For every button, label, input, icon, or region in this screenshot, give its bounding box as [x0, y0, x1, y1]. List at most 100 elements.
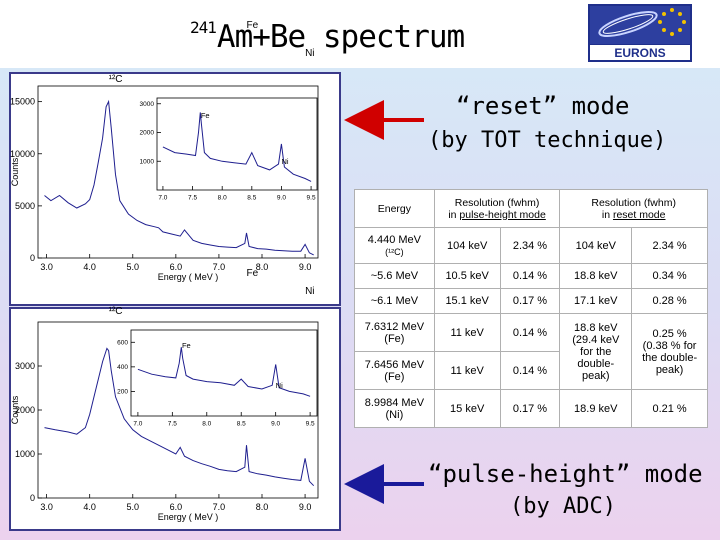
x-tick-label: 7.0	[213, 502, 226, 512]
eu-stars-icon	[658, 8, 686, 36]
y-tick-label: 0	[30, 493, 35, 503]
cell-energy: ~6.1 MeV	[354, 288, 435, 314]
spectrum-line-0	[44, 99, 314, 256]
x-axis-label: Energy ( MeV )	[158, 512, 219, 522]
slide-title: 241Am+Be spectrum	[190, 18, 465, 55]
cell-pulse-pct: 0.14 %	[499, 351, 561, 390]
reset-mode-technique: (by TOT technique)	[428, 128, 667, 153]
resolution-table: Energy Resolution (fwhm) in pulse-height …	[354, 189, 708, 428]
x-tick-label: 7.5	[168, 421, 177, 428]
peak-label-ni: Ni	[305, 48, 314, 59]
table-row: ~5.6 MeV 10.5 keV 0.14 % 18.8 keV 0.34 %	[354, 263, 708, 289]
y-tick-label: 600	[117, 339, 128, 346]
x-tick-label: 8.0	[256, 502, 269, 512]
y-tick-label: 15000	[10, 97, 35, 107]
peak-label-ni: Ni	[276, 381, 283, 390]
cell-pulse-kev: 11 keV	[433, 313, 501, 352]
peak-label-c: ¹²C	[109, 306, 123, 317]
header-res-pulse: Resolution (fwhm) in pulse-height mode	[433, 189, 561, 228]
cell-reset-kev: 104 keV	[559, 227, 633, 264]
cell-pulse-kev: 104 keV	[433, 227, 501, 264]
cell-pulse-kev: 10.5 keV	[433, 263, 501, 289]
peak-label-ni: Ni	[281, 157, 288, 166]
peak-label-fe: Fe	[246, 268, 258, 279]
plot-area-3	[130, 329, 318, 417]
pulse-mode-label: “pulse-height” mode	[428, 460, 703, 488]
cell-pulse-pct: 0.17 %	[499, 389, 561, 428]
x-tick-label: 8.5	[237, 421, 246, 428]
peak-label-fe: Fe	[182, 341, 191, 350]
x-tick-label: 9.0	[277, 195, 286, 202]
peak-label-fe: Fe	[201, 111, 210, 120]
peak-label-ni: Ni	[305, 286, 314, 297]
x-tick-label: 6.0	[170, 262, 183, 272]
peak-label-fe: Fe	[246, 20, 258, 31]
x-tick-label: 7.5	[188, 195, 197, 202]
x-tick-label: 8.0	[202, 421, 211, 428]
cell-energy: 8.9984 MeV (Ni)	[354, 389, 435, 428]
y-tick-label: 0	[30, 253, 35, 263]
y-axis-label: Counts	[10, 395, 20, 424]
header-res-reset: Resolution (fwhm) in reset mode	[559, 189, 708, 228]
x-tick-label: 4.0	[83, 262, 96, 272]
cell-reset-kev: 18.9 keV	[559, 389, 633, 428]
cell-energy: 7.6312 MeV (Fe)	[354, 313, 435, 352]
x-tick-label: 6.0	[170, 502, 183, 512]
x-axis-label: Energy ( MeV )	[158, 272, 219, 282]
x-tick-label: 9.5	[306, 421, 315, 428]
x-tick-label: 5.0	[127, 502, 140, 512]
cell-pulse-kev: 15.1 keV	[433, 288, 501, 314]
plot-area-1	[156, 97, 318, 191]
cell-energy: 7.6456 MeV (Fe)	[354, 351, 435, 390]
cell-pulse-pct: 0.14 %	[499, 313, 561, 352]
y-tick-label: 5000	[15, 201, 35, 211]
spectrum-line-3	[137, 347, 311, 397]
y-tick-label: 1000	[140, 158, 155, 165]
x-tick-label: 8.0	[218, 195, 227, 202]
y-tick-label: 10000	[10, 149, 35, 159]
header-energy: Energy	[354, 189, 435, 228]
y-tick-label: 1000	[15, 449, 35, 459]
x-tick-label: 5.0	[127, 262, 140, 272]
table-row: ~6.1 MeV 15.1 keV 0.17 % 17.1 keV 0.28 %	[354, 288, 708, 314]
spectrum-line-2	[44, 347, 315, 487]
x-tick-label: 8.0	[256, 262, 269, 272]
cell-pulse-kev: 15 keV	[433, 389, 501, 428]
cell-reset-kev: 18.8 keV	[559, 263, 633, 289]
cell-pulse-kev: 11 keV	[433, 351, 501, 390]
y-tick-label: 400	[117, 364, 128, 371]
cell-reset-kev-merged: 18.8 keV (29.4 keV for the double-peak)	[559, 313, 633, 390]
cell-energy: ~5.6 MeV	[354, 263, 435, 289]
y-tick-label: 3000	[140, 101, 155, 108]
x-tick-label: 3.0	[40, 502, 53, 512]
y-axis-label: Counts	[10, 157, 20, 186]
x-tick-label: 8.5	[247, 195, 256, 202]
table-row: 7.6456 MeV (Fe) 11 keV 0.14 %	[354, 351, 708, 390]
cell-pulse-pct: 0.14 %	[499, 263, 561, 289]
cell-energy: 4.440 MeV (¹²C)	[354, 227, 435, 264]
x-tick-label: 3.0	[40, 262, 53, 272]
logo-text: EURONS	[614, 46, 665, 60]
table-row: 7.6312 MeV (Fe) 11 keV 0.14 % 18.8 keV (29…	[354, 313, 708, 390]
eurons-logo: EURONS	[588, 4, 692, 62]
cell-reset-kev: 17.1 keV	[559, 288, 633, 314]
cell-reset-pct: 2.34 %	[631, 227, 708, 264]
y-tick-label: 3000	[15, 361, 35, 371]
pulse-mode-technique: (by ADC)	[510, 494, 616, 519]
x-tick-label: 9.0	[299, 502, 312, 512]
y-tick-label: 200	[117, 389, 128, 396]
cell-reset-pct: 0.34 %	[631, 263, 708, 289]
cell-reset-pct: 0.28 %	[631, 288, 708, 314]
x-tick-label: 4.0	[83, 502, 96, 512]
x-tick-label: 7.0	[158, 195, 167, 202]
table-row: 8.9984 MeV (Ni) 15 keV 0.17 % 18.9 keV 0.…	[354, 389, 708, 428]
cell-reset-pct: 0.21 %	[631, 389, 708, 428]
y-tick-label: 2000	[15, 405, 35, 415]
cell-reset-pct-merged: 0.25 % (0.38 % for the double-peak)	[631, 313, 708, 390]
peak-label-c: ¹²C	[109, 74, 123, 85]
x-tick-label: 9.0	[271, 421, 280, 428]
x-tick-label: 9.5	[307, 195, 316, 202]
cell-pulse-pct: 0.17 %	[499, 288, 561, 314]
table-row: 4.440 MeV (¹²C) 104 keV 2.34 % 104 keV 2.…	[354, 227, 708, 264]
